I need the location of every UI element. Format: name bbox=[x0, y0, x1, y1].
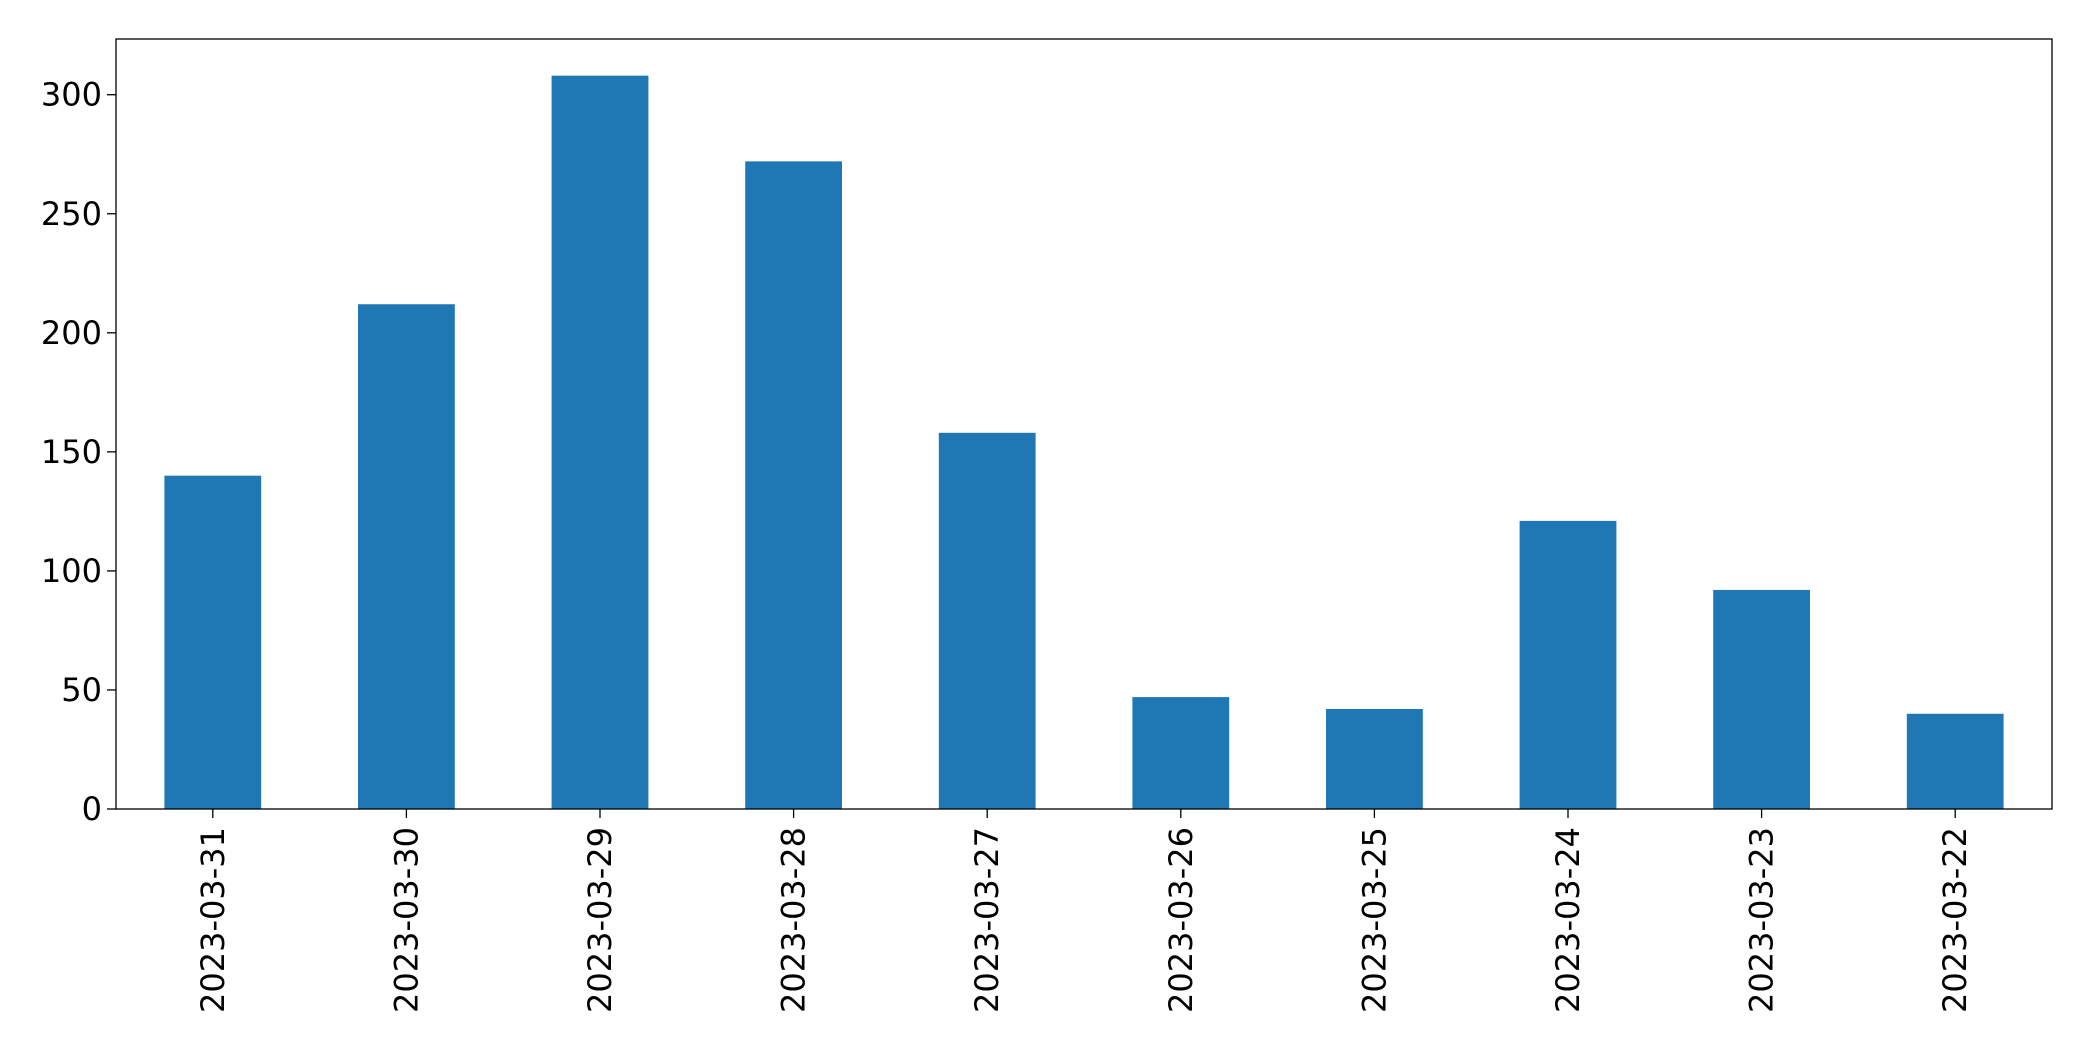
bar bbox=[1713, 589, 1810, 809]
bar bbox=[938, 432, 1036, 809]
bar bbox=[164, 475, 262, 809]
y-tick-label: 0 bbox=[82, 790, 102, 828]
x-tick-label: 2023-03-25 bbox=[1355, 827, 1393, 1013]
x-tick-label: 2023-03-29 bbox=[581, 827, 619, 1013]
x-tick-label: 2023-03-22 bbox=[1936, 827, 1974, 1013]
bar bbox=[551, 75, 649, 809]
x-tick-label: 2023-03-30 bbox=[387, 827, 425, 1013]
bar bbox=[1326, 709, 1423, 809]
plot-frame bbox=[115, 38, 2053, 810]
y-tick-label: 300 bbox=[41, 76, 102, 114]
x-tick-label: 2023-03-23 bbox=[1743, 827, 1781, 1013]
bar bbox=[1519, 520, 1617, 809]
bar bbox=[1906, 713, 2004, 809]
bar bbox=[1132, 697, 1230, 809]
x-tick-label: 2023-03-28 bbox=[775, 827, 813, 1013]
y-tick-label: 250 bbox=[41, 195, 102, 233]
x-tick-label: 2023-03-31 bbox=[194, 827, 232, 1013]
y-tick-label: 50 bbox=[61, 671, 102, 709]
y-tick-label: 200 bbox=[41, 314, 102, 352]
x-tick-label: 2023-03-27 bbox=[968, 827, 1006, 1013]
y-tick-label: 150 bbox=[41, 433, 102, 471]
bar bbox=[745, 161, 842, 809]
x-tick-label: 2023-03-26 bbox=[1162, 827, 1200, 1013]
y-tick-label: 100 bbox=[41, 552, 102, 590]
x-tick-label: 2023-03-24 bbox=[1549, 827, 1587, 1013]
bar bbox=[358, 304, 455, 809]
